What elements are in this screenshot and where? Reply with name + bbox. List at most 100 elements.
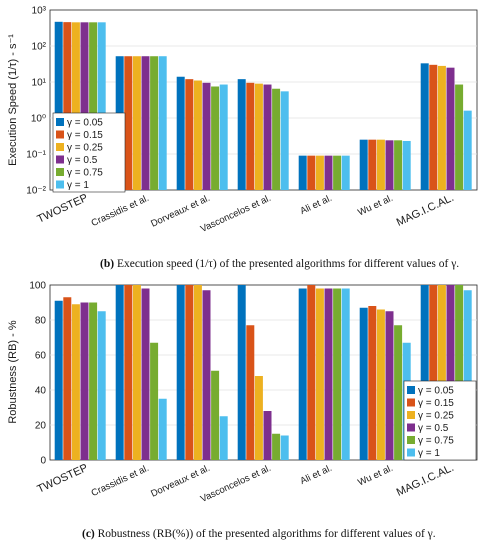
bar <box>176 285 185 460</box>
legend-c: γ = 0.05γ = 0.15 γ = 0.25γ = 0.5 γ = 0.75γ… <box>403 380 477 461</box>
bar <box>420 285 429 460</box>
y-tick-label: 40 <box>35 386 47 397</box>
bar <box>307 285 316 460</box>
legend-swatch <box>56 130 64 139</box>
bar <box>368 139 377 190</box>
bar <box>368 306 377 460</box>
bar <box>446 285 455 460</box>
bar <box>89 302 98 460</box>
category-label: TWOSTEP <box>35 192 89 226</box>
bar <box>315 288 324 460</box>
legend-entry: γ = 0.05 <box>67 118 103 129</box>
bar <box>185 79 194 190</box>
bar <box>359 307 368 460</box>
bar <box>446 67 455 190</box>
caption-b-label: (b) <box>100 258 115 270</box>
bar <box>272 433 281 460</box>
bar <box>280 91 289 190</box>
bar <box>97 311 106 460</box>
category-label: MAG.I.C.AL. <box>395 192 456 229</box>
legend-swatch <box>56 155 64 164</box>
legend-entry: γ = 0.15 <box>67 130 103 141</box>
bar <box>394 325 403 460</box>
legend-box <box>52 112 126 193</box>
bar <box>429 64 438 190</box>
legend-swatch <box>56 118 64 126</box>
bar <box>333 288 342 460</box>
bar <box>124 285 133 460</box>
bar <box>437 65 446 190</box>
bar <box>463 110 472 190</box>
bar <box>158 398 167 460</box>
bar <box>150 56 159 191</box>
bar <box>237 285 246 460</box>
legend-swatch <box>407 411 415 419</box>
bar <box>71 22 80 191</box>
bar <box>455 285 464 460</box>
y-tick-label: 10⁰ <box>31 114 46 125</box>
bar <box>219 84 228 190</box>
bar <box>202 290 211 460</box>
y-ticks-b: 10⁻² 10⁻¹ 10⁰ 10¹ 10² 10³ <box>26 6 46 197</box>
bar <box>246 325 255 460</box>
bar <box>89 22 98 191</box>
legend-entry: γ = 0.5 <box>67 155 98 166</box>
bar <box>376 139 385 190</box>
caption-c: (c) Robustness (RB(%)) of the presented … <box>82 528 436 540</box>
legend-entry: γ = 0.05 <box>418 386 454 397</box>
bar <box>193 285 202 460</box>
y-tick-label: 10³ <box>32 6 47 17</box>
category-labels-c: TWOSTEP Crassidis et al.Dorveaux et al.Va… <box>35 462 455 505</box>
bar <box>429 285 438 460</box>
bar <box>132 56 141 191</box>
bar <box>463 290 472 460</box>
legend-swatch <box>56 168 64 176</box>
legend-swatch <box>407 423 415 432</box>
category-labels-b: TWOSTEP Crassidis et al.Dorveaux et al.Va… <box>35 192 455 235</box>
bar <box>359 139 368 190</box>
legend-entry: γ = 0.15 <box>418 398 454 409</box>
bar <box>324 155 333 190</box>
bar <box>150 342 159 460</box>
y-axis-label-b: Execution Speed (1/τ) - s⁻¹ <box>7 34 19 166</box>
bar <box>298 288 307 460</box>
bar <box>141 288 150 460</box>
bar <box>141 56 150 191</box>
bar <box>80 302 89 460</box>
legend-swatch <box>407 448 415 457</box>
bar <box>237 79 246 190</box>
category-label: Crassidis et al. <box>90 463 151 499</box>
y-tick-label: 100 <box>29 281 46 292</box>
legend-swatch <box>407 436 415 444</box>
legend-b: γ = 0.05γ = 0.15 γ = 0.25γ = 0.5 γ = 0.75γ… <box>52 112 126 193</box>
legend-entry: γ = 0.5 <box>418 423 449 434</box>
bar <box>246 82 255 190</box>
bars-b <box>54 21 472 191</box>
bars-c <box>54 285 472 460</box>
y-ticks-c: 0 20 40 60 80 100 <box>29 281 46 467</box>
category-label: Ali et al. <box>298 463 333 487</box>
y-tick-label: 20 <box>35 421 47 432</box>
bar <box>80 22 89 191</box>
legend-swatch <box>56 180 64 189</box>
bar <box>54 300 63 460</box>
bar <box>54 21 63 191</box>
bar <box>341 288 350 460</box>
category-label: Wu et al. <box>356 463 394 489</box>
caption-c-label: (c) <box>82 528 95 540</box>
bar <box>385 140 394 190</box>
bar <box>272 88 281 190</box>
y-tick-label: 80 <box>35 316 47 327</box>
bar <box>63 22 72 191</box>
bar <box>254 83 263 190</box>
bar <box>280 435 289 460</box>
bar <box>385 311 394 460</box>
bar <box>455 84 464 190</box>
legend-entry: γ = 1 <box>67 180 89 191</box>
bar <box>263 84 272 190</box>
bar <box>124 56 133 191</box>
y-tick-label: 0 <box>40 456 46 467</box>
bar <box>324 288 333 460</box>
bar <box>263 411 272 460</box>
